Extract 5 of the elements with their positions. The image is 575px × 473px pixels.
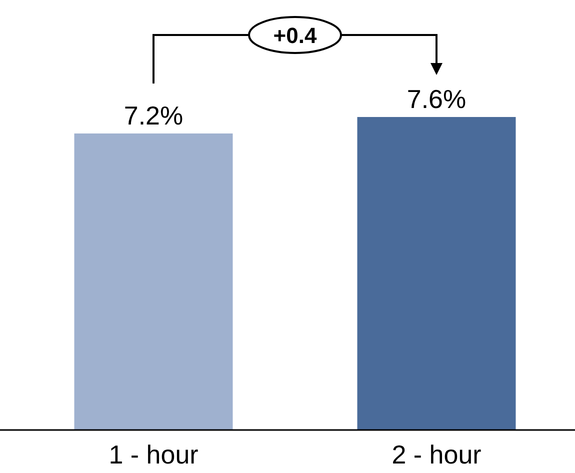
data-label: 7.6%: [406, 84, 466, 114]
x-tick-label: 1 - hour: [108, 439, 199, 470]
data-label: 7.2%: [124, 100, 184, 130]
text: +0.4: [273, 23, 318, 48]
x-tick-label: 2 - hour: [392, 439, 482, 470]
